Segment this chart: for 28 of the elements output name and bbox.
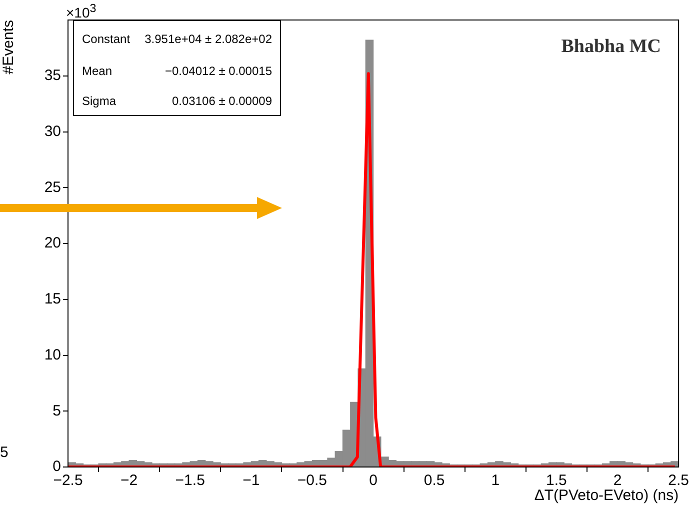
x-tick-label: −1.5 xyxy=(175,472,205,490)
y-tick-label: 15 xyxy=(44,290,61,308)
x-tick-label: 2.5 xyxy=(668,472,689,490)
x-tick-label: −0.5 xyxy=(297,472,328,490)
x-tick-label: −1 xyxy=(242,472,260,490)
annotation: 3.951e+04 ± 2.082e+02 xyxy=(144,32,272,46)
x-tick-label: 1.5 xyxy=(546,472,567,490)
y-tick-label: 20 xyxy=(44,234,61,252)
y-tick-label: 5 xyxy=(52,402,61,420)
annotation: Mean xyxy=(82,64,112,78)
y-tick-label: 10 xyxy=(44,346,61,364)
x-axis-title: ΔT(PVeto-EVeto) (ns) xyxy=(534,487,679,504)
x-tick-label: 2 xyxy=(613,472,622,490)
x-tick-label: 0.5 xyxy=(424,472,445,490)
annotation: Bhabha MC xyxy=(561,36,661,58)
y-axis-title: #Events xyxy=(0,20,18,74)
annotation: Sigma xyxy=(82,94,116,108)
x-tick-label: 0 xyxy=(369,472,378,490)
y-tick-label: 25 xyxy=(44,178,61,196)
y-tick-label: 35 xyxy=(44,67,61,84)
x-tick-label: 1 xyxy=(491,472,500,490)
x-tick-label: −2 xyxy=(120,472,138,490)
annotation: ×10$^{3}$ xyxy=(66,2,96,21)
y-tick-label: 30 xyxy=(44,122,61,140)
annotation: 0.03106 ± 0.00009 xyxy=(172,94,272,108)
annotation: Constant xyxy=(82,32,130,46)
text: 5 xyxy=(0,444,8,461)
annotation: −0.04012 ± 0.00015 xyxy=(164,64,272,78)
